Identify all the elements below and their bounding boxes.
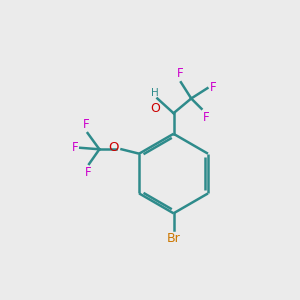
Text: F: F [72,141,78,154]
Text: O: O [109,141,119,154]
Text: F: F [209,81,216,94]
Text: O: O [150,102,160,115]
Text: H: H [151,88,159,98]
Text: F: F [202,111,209,124]
Text: Br: Br [167,232,180,245]
Text: F: F [177,67,183,80]
Text: F: F [83,118,90,131]
Text: F: F [85,166,92,179]
